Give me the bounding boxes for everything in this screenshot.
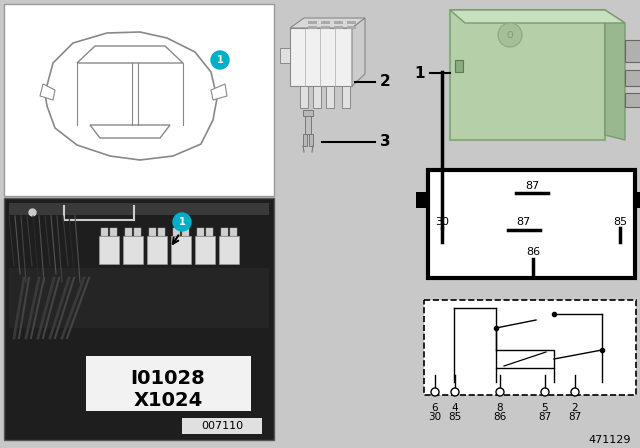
- Circle shape: [451, 388, 459, 396]
- Bar: [9, 268, 269, 328]
- Text: 3: 3: [380, 134, 390, 150]
- Text: 86: 86: [526, 247, 540, 257]
- Text: 5: 5: [541, 403, 548, 413]
- Bar: [303, 134, 307, 146]
- Bar: [416, 192, 428, 208]
- Bar: [303, 110, 313, 116]
- Bar: [195, 236, 215, 264]
- Bar: [86, 356, 251, 411]
- Circle shape: [496, 388, 504, 396]
- Polygon shape: [77, 46, 183, 63]
- Bar: [173, 228, 180, 236]
- Text: 471129: 471129: [589, 435, 631, 445]
- Bar: [171, 236, 191, 264]
- Text: 85: 85: [613, 217, 627, 227]
- Bar: [424, 300, 636, 395]
- Text: 87: 87: [525, 181, 539, 191]
- Bar: [197, 228, 204, 236]
- Bar: [321, 26, 330, 29]
- Bar: [635, 192, 640, 208]
- Bar: [342, 86, 350, 108]
- Bar: [99, 236, 119, 264]
- Circle shape: [541, 388, 549, 396]
- Bar: [305, 116, 311, 134]
- Bar: [496, 350, 554, 368]
- Bar: [110, 228, 117, 236]
- Text: 86: 86: [493, 412, 507, 422]
- Circle shape: [173, 213, 191, 231]
- Circle shape: [498, 23, 522, 47]
- Text: 6: 6: [432, 403, 438, 413]
- Bar: [308, 21, 317, 24]
- Bar: [300, 86, 308, 108]
- Text: 1: 1: [179, 217, 186, 227]
- Text: 2: 2: [380, 74, 391, 90]
- Bar: [4, 198, 274, 440]
- Bar: [309, 134, 313, 146]
- Bar: [219, 236, 239, 264]
- Polygon shape: [45, 32, 217, 160]
- Text: 4: 4: [452, 403, 458, 413]
- Text: 1: 1: [415, 65, 425, 81]
- Text: O: O: [507, 30, 513, 39]
- Circle shape: [211, 51, 229, 69]
- Bar: [326, 86, 334, 108]
- Bar: [147, 236, 167, 264]
- Bar: [280, 48, 290, 63]
- Bar: [321, 21, 330, 24]
- Polygon shape: [290, 18, 365, 28]
- Text: 87: 87: [568, 412, 582, 422]
- Bar: [182, 228, 189, 236]
- Circle shape: [571, 388, 579, 396]
- Bar: [9, 203, 269, 215]
- Polygon shape: [90, 125, 170, 138]
- Polygon shape: [40, 84, 55, 100]
- Bar: [123, 236, 143, 264]
- Bar: [428, 170, 635, 278]
- Text: 1: 1: [216, 55, 223, 65]
- Bar: [206, 228, 213, 236]
- Text: 2: 2: [572, 403, 579, 413]
- Bar: [149, 228, 156, 236]
- Text: 87: 87: [538, 412, 552, 422]
- Bar: [347, 26, 356, 29]
- Bar: [230, 228, 237, 236]
- Bar: [221, 228, 228, 236]
- Bar: [334, 21, 343, 24]
- Text: X1024: X1024: [133, 391, 203, 409]
- Text: 85: 85: [449, 412, 461, 422]
- Text: 30: 30: [435, 217, 449, 227]
- Bar: [313, 86, 321, 108]
- Text: I01028: I01028: [131, 369, 205, 388]
- Text: 87: 87: [516, 217, 530, 227]
- Bar: [158, 228, 165, 236]
- Bar: [334, 26, 343, 29]
- Bar: [347, 21, 356, 24]
- Polygon shape: [352, 18, 365, 86]
- Bar: [625, 93, 640, 107]
- Text: 007110: 007110: [201, 421, 243, 431]
- Circle shape: [431, 388, 439, 396]
- Bar: [4, 4, 274, 196]
- Text: 30: 30: [428, 412, 442, 422]
- Polygon shape: [450, 10, 625, 23]
- Bar: [101, 228, 108, 236]
- Polygon shape: [605, 10, 625, 140]
- Bar: [125, 228, 132, 236]
- Bar: [308, 26, 317, 29]
- Bar: [450, 10, 605, 140]
- Text: 8: 8: [497, 403, 503, 413]
- Bar: [625, 70, 640, 86]
- Bar: [625, 40, 640, 62]
- Bar: [182, 418, 262, 434]
- Bar: [455, 60, 463, 72]
- Bar: [134, 228, 141, 236]
- Bar: [290, 28, 352, 86]
- Polygon shape: [211, 84, 227, 100]
